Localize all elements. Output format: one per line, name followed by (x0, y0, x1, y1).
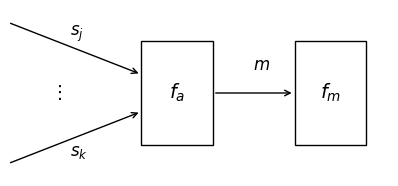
Text: $f_a$: $f_a$ (169, 82, 185, 104)
Text: $f_m$: $f_m$ (320, 82, 341, 104)
Text: $\vdots$: $\vdots$ (50, 84, 62, 102)
Bar (141, 41, 213, 145)
Text: $s_j$: $s_j$ (70, 23, 84, 44)
Bar (295, 41, 366, 145)
Text: $m$: $m$ (253, 57, 270, 74)
Text: $s_k$: $s_k$ (70, 144, 88, 161)
